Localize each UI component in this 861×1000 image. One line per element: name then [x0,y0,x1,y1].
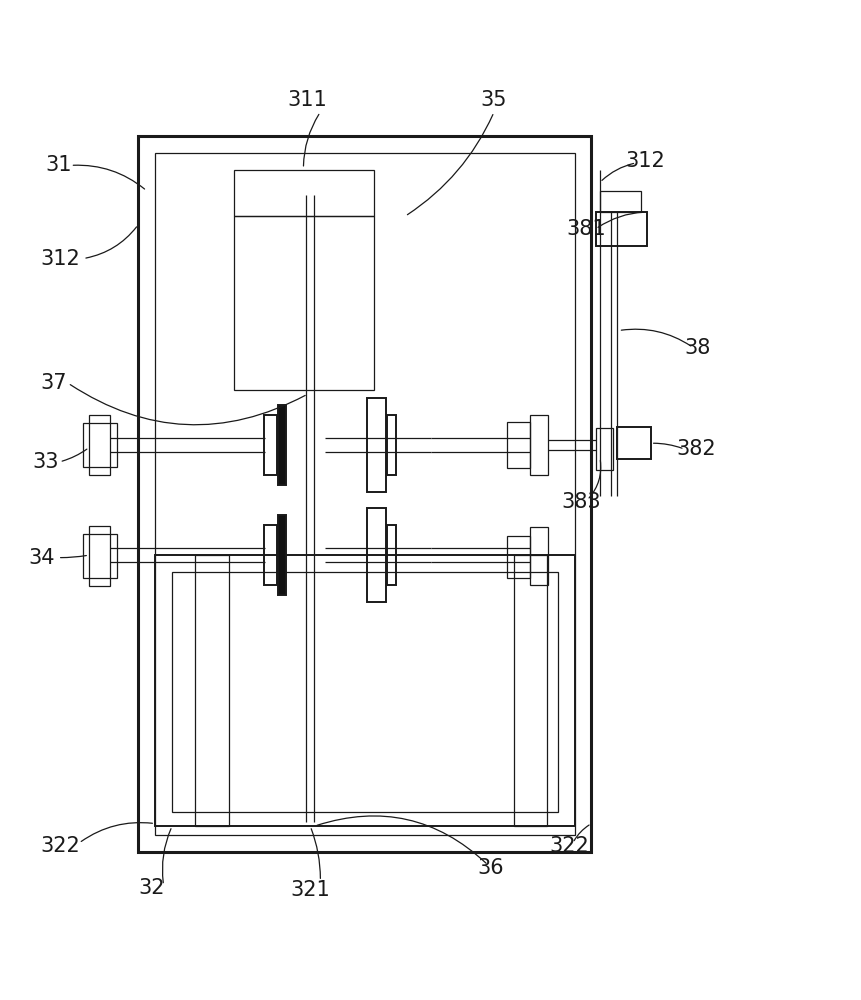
Text: 383: 383 [561,492,602,512]
Bar [616,427,651,459]
Bar [90,526,110,586]
Text: 312: 312 [40,249,81,269]
Bar [507,536,530,578]
Text: 382: 382 [676,439,715,459]
Bar [507,422,530,468]
Text: 311: 311 [288,90,327,110]
Text: 38: 38 [684,338,711,358]
Text: 322: 322 [549,836,589,856]
Bar [155,555,574,826]
Text: 321: 321 [290,880,330,900]
Bar [387,525,396,585]
Text: 34: 34 [28,548,54,568]
Bar [195,555,229,826]
Text: 322: 322 [40,836,81,856]
Text: 312: 312 [625,151,665,171]
Bar [278,515,287,595]
Bar [90,415,110,475]
Bar [155,153,574,835]
Bar [530,415,548,475]
Text: 36: 36 [477,858,504,878]
Bar [596,428,613,470]
Bar [264,415,277,475]
Bar [264,525,277,585]
Text: 35: 35 [480,90,507,110]
Bar [367,508,386,602]
Text: 37: 37 [40,373,67,393]
Bar [84,534,117,578]
Text: 32: 32 [139,878,164,898]
Bar [513,555,548,826]
Bar [234,216,374,390]
Text: 33: 33 [33,452,59,472]
Text: 31: 31 [45,155,71,175]
Bar [367,398,386,492]
Bar [139,136,592,852]
Bar [530,527,548,585]
Bar [278,405,287,485]
Bar [172,572,558,812]
Bar [234,170,374,216]
Bar [600,191,641,212]
Bar [596,212,647,246]
Bar [387,415,396,475]
Bar [84,423,117,467]
Text: 381: 381 [566,219,605,239]
